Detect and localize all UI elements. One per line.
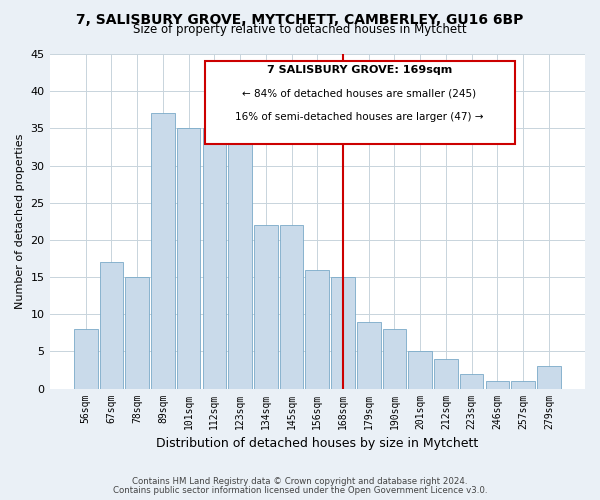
Text: 7, SALISBURY GROVE, MYTCHETT, CAMBERLEY, GU16 6BP: 7, SALISBURY GROVE, MYTCHETT, CAMBERLEY,… xyxy=(76,12,524,26)
X-axis label: Distribution of detached houses by size in Mytchett: Distribution of detached houses by size … xyxy=(156,437,478,450)
Bar xyxy=(305,270,329,388)
Text: Contains HM Land Registry data © Crown copyright and database right 2024.: Contains HM Land Registry data © Crown c… xyxy=(132,477,468,486)
Bar xyxy=(177,128,200,388)
Bar xyxy=(537,366,560,388)
Y-axis label: Number of detached properties: Number of detached properties xyxy=(15,134,25,309)
Bar xyxy=(460,374,484,388)
Text: ← 84% of detached houses are smaller (245): ← 84% of detached houses are smaller (24… xyxy=(242,88,476,99)
Bar xyxy=(125,277,149,388)
Bar xyxy=(409,352,432,389)
Bar xyxy=(280,225,304,388)
Bar xyxy=(485,381,509,388)
Bar xyxy=(100,262,123,388)
Text: Size of property relative to detached houses in Mytchett: Size of property relative to detached ho… xyxy=(133,22,467,36)
Bar xyxy=(331,277,355,388)
Text: 7 SALISBURY GROVE: 169sqm: 7 SALISBURY GROVE: 169sqm xyxy=(267,64,452,74)
Bar xyxy=(228,114,252,388)
Bar xyxy=(203,128,226,388)
Bar xyxy=(434,359,458,388)
Text: 16% of semi-detached houses are larger (47) →: 16% of semi-detached houses are larger (… xyxy=(235,112,484,122)
Text: Contains public sector information licensed under the Open Government Licence v3: Contains public sector information licen… xyxy=(113,486,487,495)
Bar xyxy=(74,329,98,388)
Bar xyxy=(254,225,278,388)
Bar xyxy=(357,322,380,388)
Bar xyxy=(151,114,175,388)
Bar xyxy=(383,329,406,388)
Bar xyxy=(511,381,535,388)
